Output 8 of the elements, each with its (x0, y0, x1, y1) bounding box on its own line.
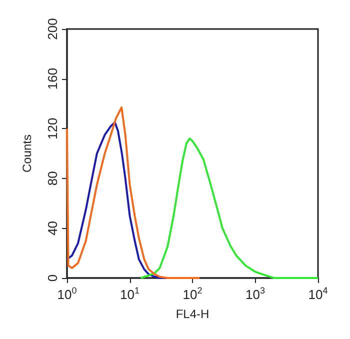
y-tick-label: 200 (45, 18, 60, 40)
y-tick-label: 160 (45, 68, 60, 90)
x-axis-title: FL4-H (176, 307, 210, 321)
y-tick-label: 120 (45, 118, 60, 140)
y-tick-label: 40 (45, 220, 60, 236)
y-tick-label: 0 (45, 274, 60, 282)
y-tick-label: 80 (45, 171, 60, 186)
y-axis-title: Counts (20, 134, 34, 173)
